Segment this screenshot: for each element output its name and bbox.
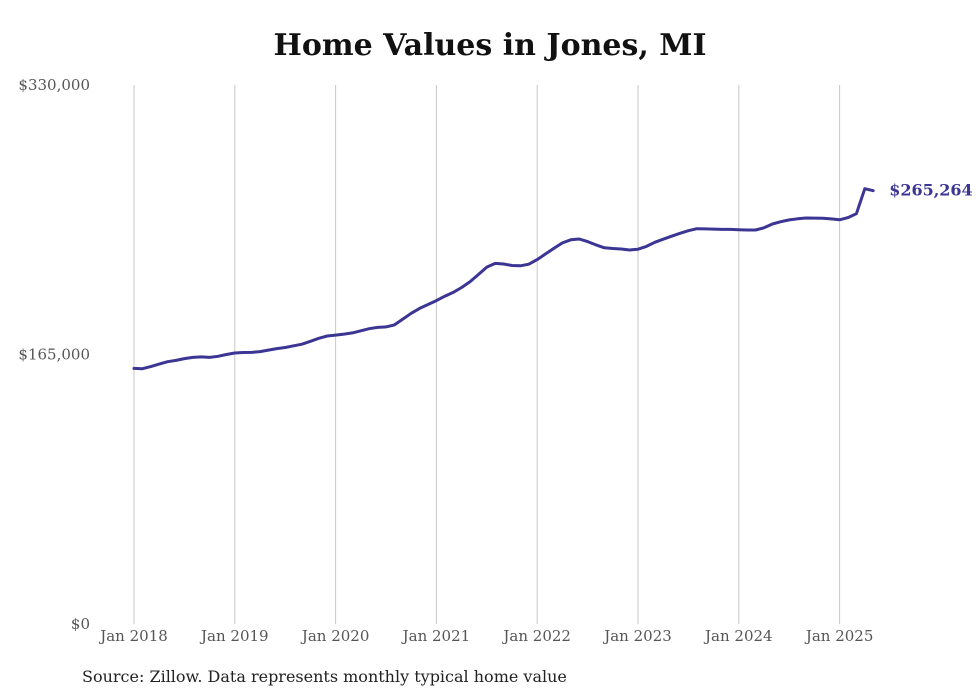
x-tick-label: Jan 2019 [199, 627, 269, 645]
x-tick-label: Jan 2023 [602, 627, 672, 645]
x-tick-label: Jan 2021 [401, 627, 471, 645]
x-tick-label: Jan 2020 [300, 627, 370, 645]
x-tick-label: Jan 2018 [98, 627, 168, 645]
x-tick-label: Jan 2025 [804, 627, 874, 645]
chart-title: Home Values in Jones, MI [273, 28, 707, 63]
x-axis-ticks: Jan 2018 Jan 2019 Jan 2020 Jan 2021 Jan 2022… [98, 627, 873, 645]
series-line [132, 187, 875, 371]
last-value-label: $265,264 [889, 181, 973, 200]
y-tick-label: $330,000 [18, 76, 90, 94]
series-layer [132, 187, 875, 371]
source-note: Source: Zillow. Data represents monthly … [82, 667, 567, 686]
x-tick-label: Jan 2024 [703, 627, 773, 645]
y-axis-ticks: $0 $165,000 $330,000 [18, 76, 90, 633]
y-tick-label: $0 [71, 615, 90, 633]
x-tick-label: Jan 2022 [501, 627, 571, 645]
y-tick-label: $165,000 [18, 346, 90, 364]
end-label-layer: $265,264 [889, 181, 973, 200]
gridlines [133, 85, 841, 624]
